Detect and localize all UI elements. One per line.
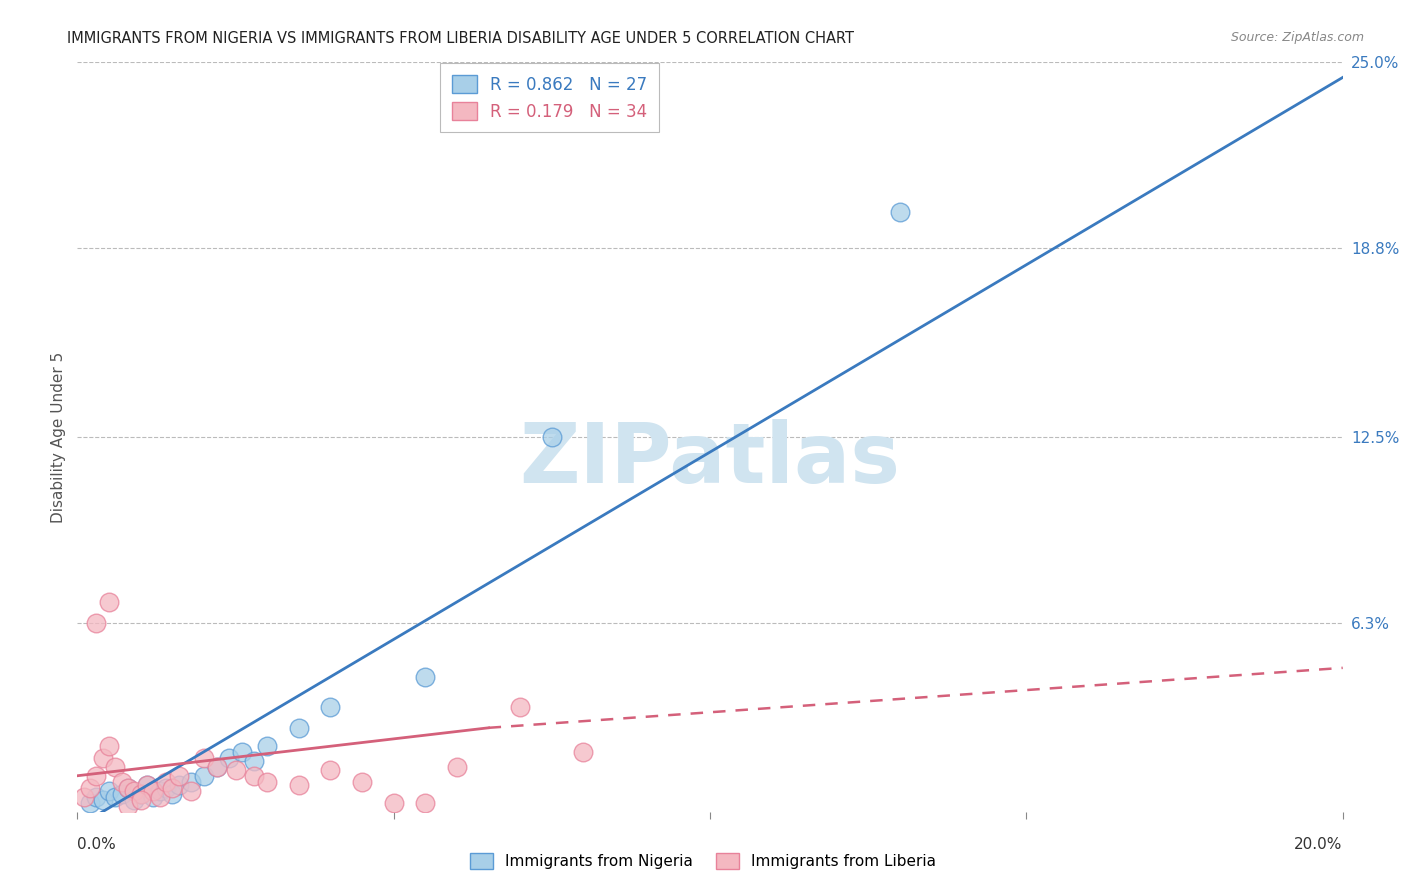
Point	[162, 780, 183, 795]
Point	[117, 780, 139, 795]
Point	[86, 769, 108, 783]
Point	[91, 751, 114, 765]
Point	[117, 780, 139, 795]
Point	[205, 760, 228, 774]
Point	[541, 430, 564, 444]
Point	[889, 205, 911, 219]
Point	[382, 796, 405, 810]
Point	[136, 778, 159, 792]
Point	[98, 783, 120, 797]
Text: 0.0%: 0.0%	[77, 838, 117, 852]
Text: IMMIGRANTS FROM NIGERIA VS IMMIGRANTS FROM LIBERIA DISABILITY AGE UNDER 5 CORREL: IMMIGRANTS FROM NIGERIA VS IMMIGRANTS FR…	[67, 31, 855, 46]
Point	[162, 787, 183, 801]
Point	[129, 787, 152, 801]
Point	[415, 670, 437, 684]
Point	[111, 787, 132, 801]
Point	[124, 783, 146, 797]
Point	[167, 769, 190, 783]
Text: Source: ZipAtlas.com: Source: ZipAtlas.com	[1230, 31, 1364, 45]
Point	[415, 796, 437, 810]
Point	[218, 751, 240, 765]
Point	[231, 745, 253, 759]
Legend: Immigrants from Nigeria, Immigrants from Liberia: Immigrants from Nigeria, Immigrants from…	[464, 847, 942, 875]
Point	[111, 774, 132, 789]
Point	[180, 783, 202, 797]
Point	[243, 769, 266, 783]
Point	[243, 754, 266, 768]
Point	[155, 780, 177, 795]
Point	[86, 789, 108, 804]
Point	[98, 595, 120, 609]
Point	[98, 739, 120, 753]
Point	[288, 778, 311, 792]
Point	[142, 789, 165, 804]
Text: ZIPatlas: ZIPatlas	[520, 419, 900, 500]
Point	[79, 796, 101, 810]
Point	[180, 774, 202, 789]
Point	[129, 793, 152, 807]
Point	[149, 789, 172, 804]
Point	[124, 793, 146, 807]
Point	[288, 721, 311, 735]
Point	[205, 760, 228, 774]
Point	[572, 745, 595, 759]
Point	[446, 760, 468, 774]
Point	[155, 774, 177, 789]
Legend: R = 0.862   N = 27, R = 0.179   N = 34: R = 0.862 N = 27, R = 0.179 N = 34	[440, 63, 659, 132]
Point	[129, 787, 152, 801]
Point	[136, 778, 159, 792]
Point	[91, 793, 114, 807]
Point	[167, 778, 190, 792]
Point	[104, 760, 127, 774]
Point	[79, 780, 101, 795]
Point	[256, 774, 278, 789]
Point	[142, 783, 165, 797]
Point	[104, 789, 127, 804]
Point	[319, 699, 342, 714]
Text: 20.0%: 20.0%	[1295, 838, 1343, 852]
Point	[256, 739, 278, 753]
Point	[225, 763, 247, 777]
Point	[193, 751, 215, 765]
Point	[149, 783, 172, 797]
Point	[193, 769, 215, 783]
Point	[509, 699, 531, 714]
Point	[117, 798, 139, 813]
Y-axis label: Disability Age Under 5: Disability Age Under 5	[51, 351, 66, 523]
Point	[319, 763, 342, 777]
Point	[73, 789, 96, 804]
Point	[86, 615, 108, 630]
Point	[352, 774, 374, 789]
